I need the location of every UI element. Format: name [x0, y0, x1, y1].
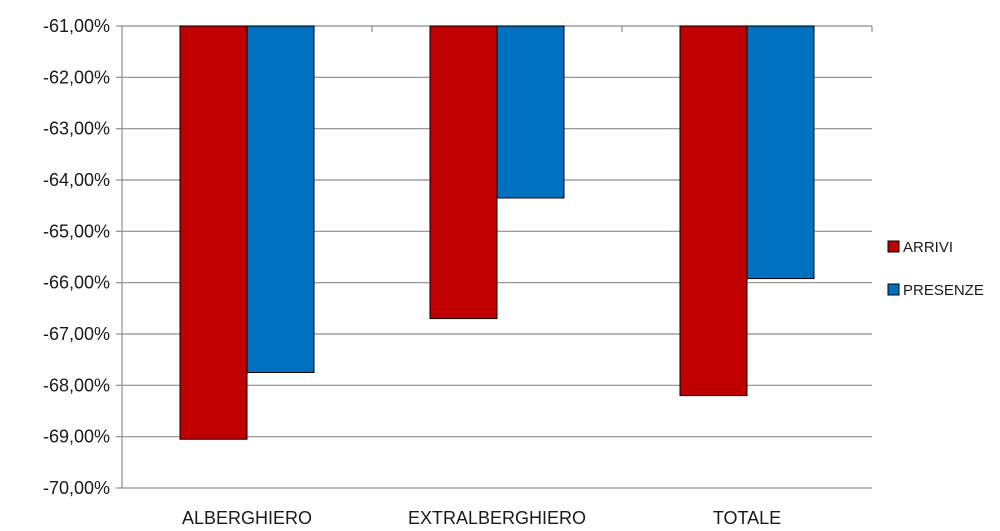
y-tick-label: -68,00% — [43, 375, 110, 395]
y-tick-label: -62,00% — [43, 67, 110, 87]
y-tick-label: -67,00% — [43, 324, 110, 344]
bars — [179, 25, 815, 440]
bar-arrivi-alberghiero — [179, 25, 248, 440]
x-category-label: EXTRALBERGHIERO — [408, 508, 586, 528]
y-tick-label: -65,00% — [43, 221, 110, 241]
legend-label-presenze: PRESENZE — [903, 282, 984, 299]
bar-presenze-extralberghiero — [496, 25, 565, 199]
y-tick-label: -64,00% — [43, 170, 110, 190]
y-axis-tick-labels: -61,00% -62,00% -63,00% -64,00% -65,00% -66,0… — [43, 16, 110, 498]
bar-presenze-alberghiero — [246, 25, 315, 373]
y-tick-label: -63,00% — [43, 119, 110, 139]
legend: ARRIVI PRESENZE — [887, 239, 984, 299]
bar-arrivi-extralberghiero — [429, 25, 498, 320]
legend-swatch-arrivi — [887, 240, 900, 253]
y-tick-label: -70,00% — [43, 478, 110, 498]
bar-arrivi-totale — [679, 25, 748, 397]
y-tick-label: -69,00% — [43, 427, 110, 447]
bar-presenze-totale — [746, 25, 815, 280]
legend-swatch-presenze — [887, 283, 900, 296]
legend-label-arrivi: ARRIVI — [903, 239, 953, 256]
y-tick-label: -66,00% — [43, 273, 110, 293]
y-tick-label: -61,00% — [43, 16, 110, 36]
x-category-label: ALBERGHIERO — [182, 508, 312, 528]
x-category-label: TOTALE — [713, 508, 781, 528]
x-axis-category-labels: ALBERGHIERO EXTRALBERGHIERO TOTALE — [182, 508, 781, 528]
